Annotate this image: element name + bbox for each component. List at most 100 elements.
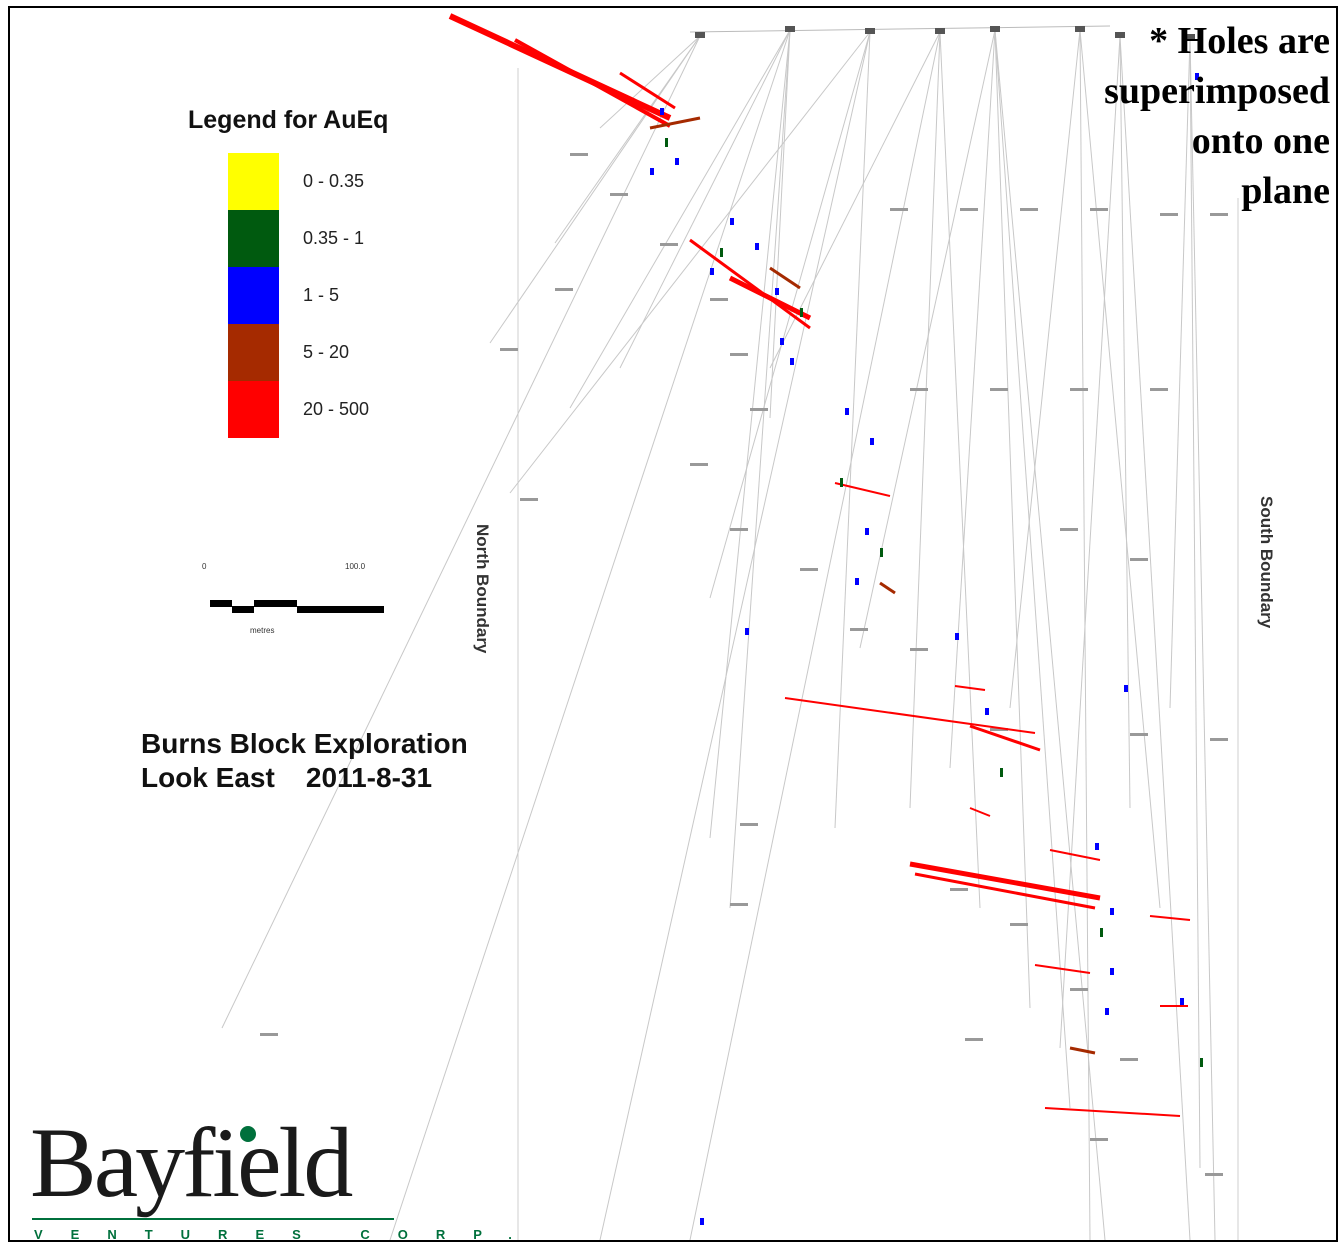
assay-interval-green-0 xyxy=(665,138,668,147)
section-title: Burns Block Exploration xyxy=(141,728,468,759)
assay-interval-green-6 xyxy=(1100,928,1103,937)
assay-interval-high-8 xyxy=(909,861,1101,901)
assay-interval-blue-20 xyxy=(1124,685,1128,692)
scale-start-label: 0 xyxy=(202,562,207,571)
legend-swatch-1 xyxy=(228,210,279,267)
assay-interval-blue-10 xyxy=(745,628,749,635)
legend-swatch-3 xyxy=(228,324,279,381)
assay-interval-green-4 xyxy=(880,548,883,557)
drill-hole-trace-31 xyxy=(1169,37,1191,709)
assay-interval-high-5 xyxy=(834,482,891,497)
assay-interval-blue-19 xyxy=(700,1218,704,1225)
hole-id-label-37 xyxy=(260,1033,278,1036)
legend-label-2: 1 - 5 xyxy=(303,285,340,305)
collar-marker-5 xyxy=(1075,26,1085,32)
hole-id-label-28 xyxy=(1070,988,1088,991)
hole-id-label-30 xyxy=(1090,1138,1108,1141)
legend-label-1: 0.35 - 1 xyxy=(303,228,365,248)
hole-id-label-19 xyxy=(1070,388,1088,391)
drill-hole-trace-3 xyxy=(489,35,701,344)
assay-interval-blue-15 xyxy=(1110,968,1114,975)
hole-id-label-7 xyxy=(730,528,748,531)
collar-marker-7 xyxy=(1185,34,1195,40)
drill-hole-trace-21 xyxy=(994,29,1071,1109)
assay-interval-blue-9 xyxy=(855,578,859,585)
drill-hole-trace-18 xyxy=(859,29,996,649)
hole-id-label-32 xyxy=(520,498,538,501)
hole-id-label-17 xyxy=(910,388,928,391)
hole-id-label-35 xyxy=(740,823,758,826)
assay-interval-high-11 xyxy=(1034,964,1091,974)
drill-hole-trace-17 xyxy=(939,31,981,909)
assay-interval-blue-13 xyxy=(1095,843,1099,850)
note-line-4: plane xyxy=(1241,170,1330,212)
drill-hole-trace-28 xyxy=(1119,35,1131,809)
assay-interval-high-16 xyxy=(969,807,991,817)
assay-interval-high-1 xyxy=(514,38,671,128)
assay-interval-high-15 xyxy=(954,685,986,691)
assay-interval-blue-18 xyxy=(1195,73,1199,80)
hole-id-label-34 xyxy=(555,288,573,291)
hole-id-label-27 xyxy=(1010,923,1028,926)
drill-hole-trace-9 xyxy=(729,29,791,909)
logo-wordmark: Bayfield xyxy=(30,1107,353,1218)
section-subtitle: Look East 2011-8-31 xyxy=(141,762,433,793)
assay-interval-high-9 xyxy=(914,872,1096,910)
assay-interval-high-3 xyxy=(689,238,811,330)
collar-marker-3 xyxy=(935,28,945,34)
assay-interval-blue-4 xyxy=(775,288,779,295)
hole-id-label-12 xyxy=(960,208,978,211)
surface-line xyxy=(689,25,1111,33)
north-boundary-label: North Boundary xyxy=(473,524,492,654)
drill-hole-trace-22 xyxy=(994,29,1106,1240)
drill-hole-trace-16 xyxy=(689,31,941,1240)
assay-interval-blue-21 xyxy=(650,168,654,175)
drill-hole-trace-26 xyxy=(1059,35,1121,1049)
logo-dot xyxy=(240,1126,256,1142)
assay-interval-blue-0 xyxy=(660,108,664,115)
hole-id-label-8 xyxy=(800,568,818,571)
assay-interval-blue-6 xyxy=(845,408,849,415)
hole-id-label-22 xyxy=(1130,558,1148,561)
collar-marker-0 xyxy=(695,32,705,38)
hole-id-label-5 xyxy=(750,408,768,411)
assay-interval-blue-12 xyxy=(985,708,989,715)
drill-hole-trace-5 xyxy=(709,29,791,839)
drill-hole-trace-4 xyxy=(389,29,791,1240)
drill-hole-trace-8 xyxy=(769,29,791,419)
drill-hole-trace-11 xyxy=(599,31,871,1240)
hole-id-label-11 xyxy=(890,208,908,211)
collar-marker-4 xyxy=(990,26,1000,32)
drill-hole-trace-15 xyxy=(909,31,941,809)
hole-id-label-33 xyxy=(500,348,518,351)
hole-id-label-0 xyxy=(570,153,588,156)
logo-subtitle: VENTURES CORP. xyxy=(34,1227,540,1242)
assay-interval-green-7 xyxy=(1200,1058,1203,1067)
hole-id-label-24 xyxy=(1130,733,1148,736)
assay-interval-high-4 xyxy=(728,275,812,321)
drill-hole-trace-19 xyxy=(949,29,996,769)
scale-unit-label: metres xyxy=(250,626,275,635)
assay-interval-high-14 xyxy=(1044,1107,1181,1117)
collar-marker-1 xyxy=(785,26,795,32)
hole-id-label-18 xyxy=(990,388,1008,391)
assay-interval-high-7 xyxy=(969,724,1041,752)
hole-id-label-26 xyxy=(950,888,968,891)
legend-swatch-2 xyxy=(228,267,279,324)
hole-id-label-20 xyxy=(1150,388,1168,391)
hole-id-label-14 xyxy=(1090,208,1108,211)
note-line-1: * Holes are xyxy=(1149,20,1330,62)
assay-interval-green-1 xyxy=(720,248,723,257)
hole-id-label-25 xyxy=(1210,738,1228,741)
drill-hole-trace-29 xyxy=(1189,37,1201,1169)
drill-hole-section xyxy=(221,13,1239,1240)
drill-hole-trace-6 xyxy=(619,29,791,369)
assay-interval-mid-2 xyxy=(879,581,896,595)
logo-rule xyxy=(32,1218,394,1220)
hole-id-label-21 xyxy=(1060,528,1078,531)
hole-id-label-4 xyxy=(730,353,748,356)
assay-interval-mid-0 xyxy=(649,116,701,130)
drill-hole-trace-23 xyxy=(1009,29,1081,709)
drill-hole-trace-10 xyxy=(509,31,871,494)
collar-marker-6 xyxy=(1115,32,1125,38)
